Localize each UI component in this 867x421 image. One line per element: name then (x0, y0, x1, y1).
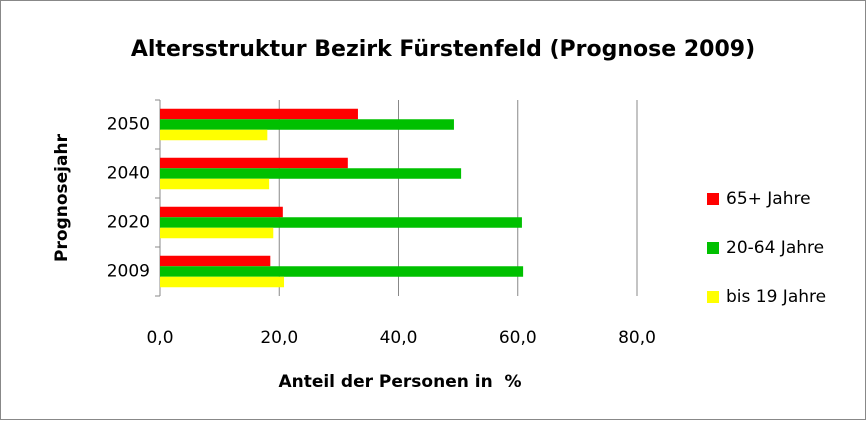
bar (160, 157, 348, 169)
bar (160, 206, 283, 218)
y-axis-label: Prognosejahr (52, 133, 72, 262)
y-tick-label: 2009 (107, 262, 150, 282)
y-tick-label: 2040 (107, 164, 150, 184)
x-tick-label: 20,0 (260, 328, 298, 348)
legend-swatch (707, 242, 719, 254)
legend-swatch (707, 291, 719, 303)
x-tick-label: 0,0 (146, 328, 173, 348)
x-axis-label: Anteil der Personen in % (278, 372, 521, 392)
x-tick-label: 60,0 (499, 328, 537, 348)
legend-label: bis 19 Jahre (726, 287, 826, 307)
bar (160, 276, 285, 288)
bar (160, 178, 270, 190)
legend-label: 20-64 Jahre (726, 238, 824, 258)
bar (160, 119, 454, 130)
bar (160, 266, 524, 277)
legend-swatch (707, 193, 719, 205)
bar (160, 108, 358, 120)
bar (160, 255, 271, 267)
y-tick-label: 2020 (107, 213, 150, 233)
bar (160, 217, 522, 228)
y-tick-label: 2050 (107, 115, 150, 135)
x-tick-label: 40,0 (380, 328, 418, 348)
bar (160, 227, 274, 239)
bar (160, 168, 462, 179)
chart-title: Altersstruktur Bezirk Fürstenfeld (Progn… (131, 37, 755, 62)
bar (160, 129, 268, 141)
x-tick-label: 80,0 (618, 328, 656, 348)
legend-label: 65+ Jahre (726, 189, 811, 209)
